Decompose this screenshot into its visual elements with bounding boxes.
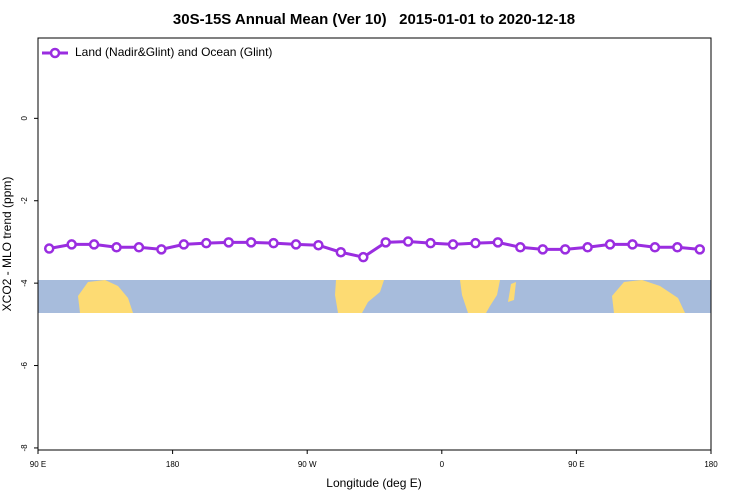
point [268, 237, 279, 249]
land [612, 280, 685, 313]
point [313, 239, 324, 251]
point [649, 242, 661, 253]
point [223, 237, 234, 248]
x-axis-label: Longitude (deg E) [326, 476, 421, 490]
point [335, 246, 347, 258]
point [201, 237, 212, 249]
land [335, 280, 384, 313]
plot-frame [37, 37, 712, 451]
x-tick-label: 0 [440, 460, 445, 469]
point [672, 242, 683, 253]
y-tick-label: 0 [20, 116, 29, 121]
point [402, 236, 414, 247]
point [582, 242, 593, 253]
x-tick-label: 90 E [30, 460, 46, 469]
point [492, 237, 504, 248]
point [627, 239, 638, 250]
x-tick-label: 180 [704, 460, 718, 469]
point [515, 242, 526, 253]
legend-marker [49, 47, 61, 59]
x-tick-label: 90 E [568, 460, 584, 469]
legend-label: Land (Nadir&Glint) and Ocean (Glint) [75, 45, 272, 59]
point [559, 244, 571, 255]
land [460, 280, 500, 313]
chart-title: 30S-15S Annual Mean (Ver 10) 2015-01-01 … [173, 11, 575, 28]
point [156, 244, 167, 255]
y-tick-label: -4 [20, 279, 29, 287]
series-line [48, 240, 700, 259]
point [66, 239, 77, 250]
point [245, 237, 257, 248]
x-tick-label: 90 W [298, 460, 317, 469]
point [88, 239, 100, 250]
y-tick-label: -8 [20, 444, 29, 452]
point [43, 243, 55, 254]
point [425, 237, 436, 249]
point [537, 244, 548, 255]
y-tick-label: -2 [20, 197, 29, 205]
map-band [38, 280, 711, 313]
point [133, 242, 145, 253]
point [358, 251, 369, 263]
y-axis-label: XCO2 - MLO trend (ppm) [0, 177, 14, 312]
point [290, 239, 302, 250]
point [694, 244, 706, 255]
point [380, 237, 391, 248]
land [78, 280, 133, 313]
point [111, 242, 122, 253]
land [508, 282, 516, 302]
point [604, 239, 616, 250]
y-tick-label: -6 [20, 361, 29, 369]
x-tick-label: 180 [166, 460, 180, 469]
point [178, 239, 190, 250]
point [447, 239, 459, 250]
point [470, 237, 481, 249]
